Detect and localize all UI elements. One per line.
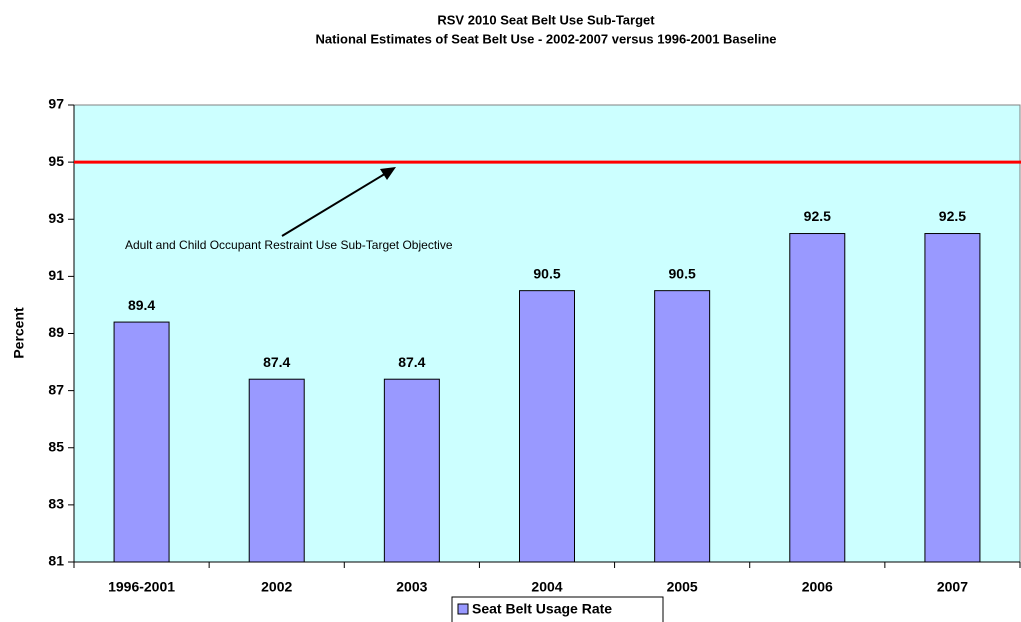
y-tick-label: 91 bbox=[48, 267, 64, 283]
y-tick-label: 97 bbox=[48, 96, 64, 112]
data-label: 87.4 bbox=[398, 354, 425, 370]
x-tick-label: 2006 bbox=[802, 579, 833, 595]
legend-box bbox=[451, 596, 664, 622]
bar bbox=[654, 290, 711, 563]
x-tick-label: 2003 bbox=[396, 579, 427, 595]
bar bbox=[924, 233, 981, 563]
y-tick-label: 85 bbox=[48, 438, 64, 454]
data-label: 92.5 bbox=[939, 208, 966, 224]
y-tick-label: 95 bbox=[48, 153, 64, 169]
y-tick-label: 83 bbox=[48, 496, 64, 512]
legend-label: Seat Belt Usage Rate bbox=[472, 601, 612, 617]
y-axis-label: Percent bbox=[11, 307, 27, 359]
data-label: 89.4 bbox=[128, 297, 155, 313]
y-tick-label: 89 bbox=[48, 324, 64, 340]
x-tick-label: 2007 bbox=[937, 579, 968, 595]
chart-subtitle: National Estimates of Seat Belt Use - 20… bbox=[315, 31, 776, 46]
data-label: 92.5 bbox=[804, 208, 831, 224]
x-tick-label: 1996-2001 bbox=[108, 579, 175, 595]
bar bbox=[789, 233, 846, 563]
bar bbox=[519, 290, 575, 563]
data-label: 90.5 bbox=[669, 265, 696, 281]
x-tick-label: 2004 bbox=[531, 579, 562, 595]
y-tick-label: 87 bbox=[48, 381, 64, 397]
bar bbox=[248, 378, 305, 563]
bar bbox=[113, 321, 170, 563]
bar bbox=[383, 378, 440, 563]
legend-swatch bbox=[457, 603, 469, 615]
x-tick-label: 2005 bbox=[667, 579, 698, 595]
arrow-head bbox=[380, 167, 396, 180]
annotation: Adult and Child Occupant Restraint Use S… bbox=[125, 238, 453, 252]
y-tick-label: 81 bbox=[48, 553, 64, 569]
y-tick-label: 93 bbox=[48, 210, 64, 226]
chart-title: RSV 2010 Seat Belt Use Sub-Target bbox=[437, 12, 655, 27]
data-label: 87.4 bbox=[263, 354, 290, 370]
annotation-arrow bbox=[281, 171, 389, 237]
x-tick-label: 2002 bbox=[261, 579, 292, 595]
data-label: 90.5 bbox=[533, 265, 560, 281]
